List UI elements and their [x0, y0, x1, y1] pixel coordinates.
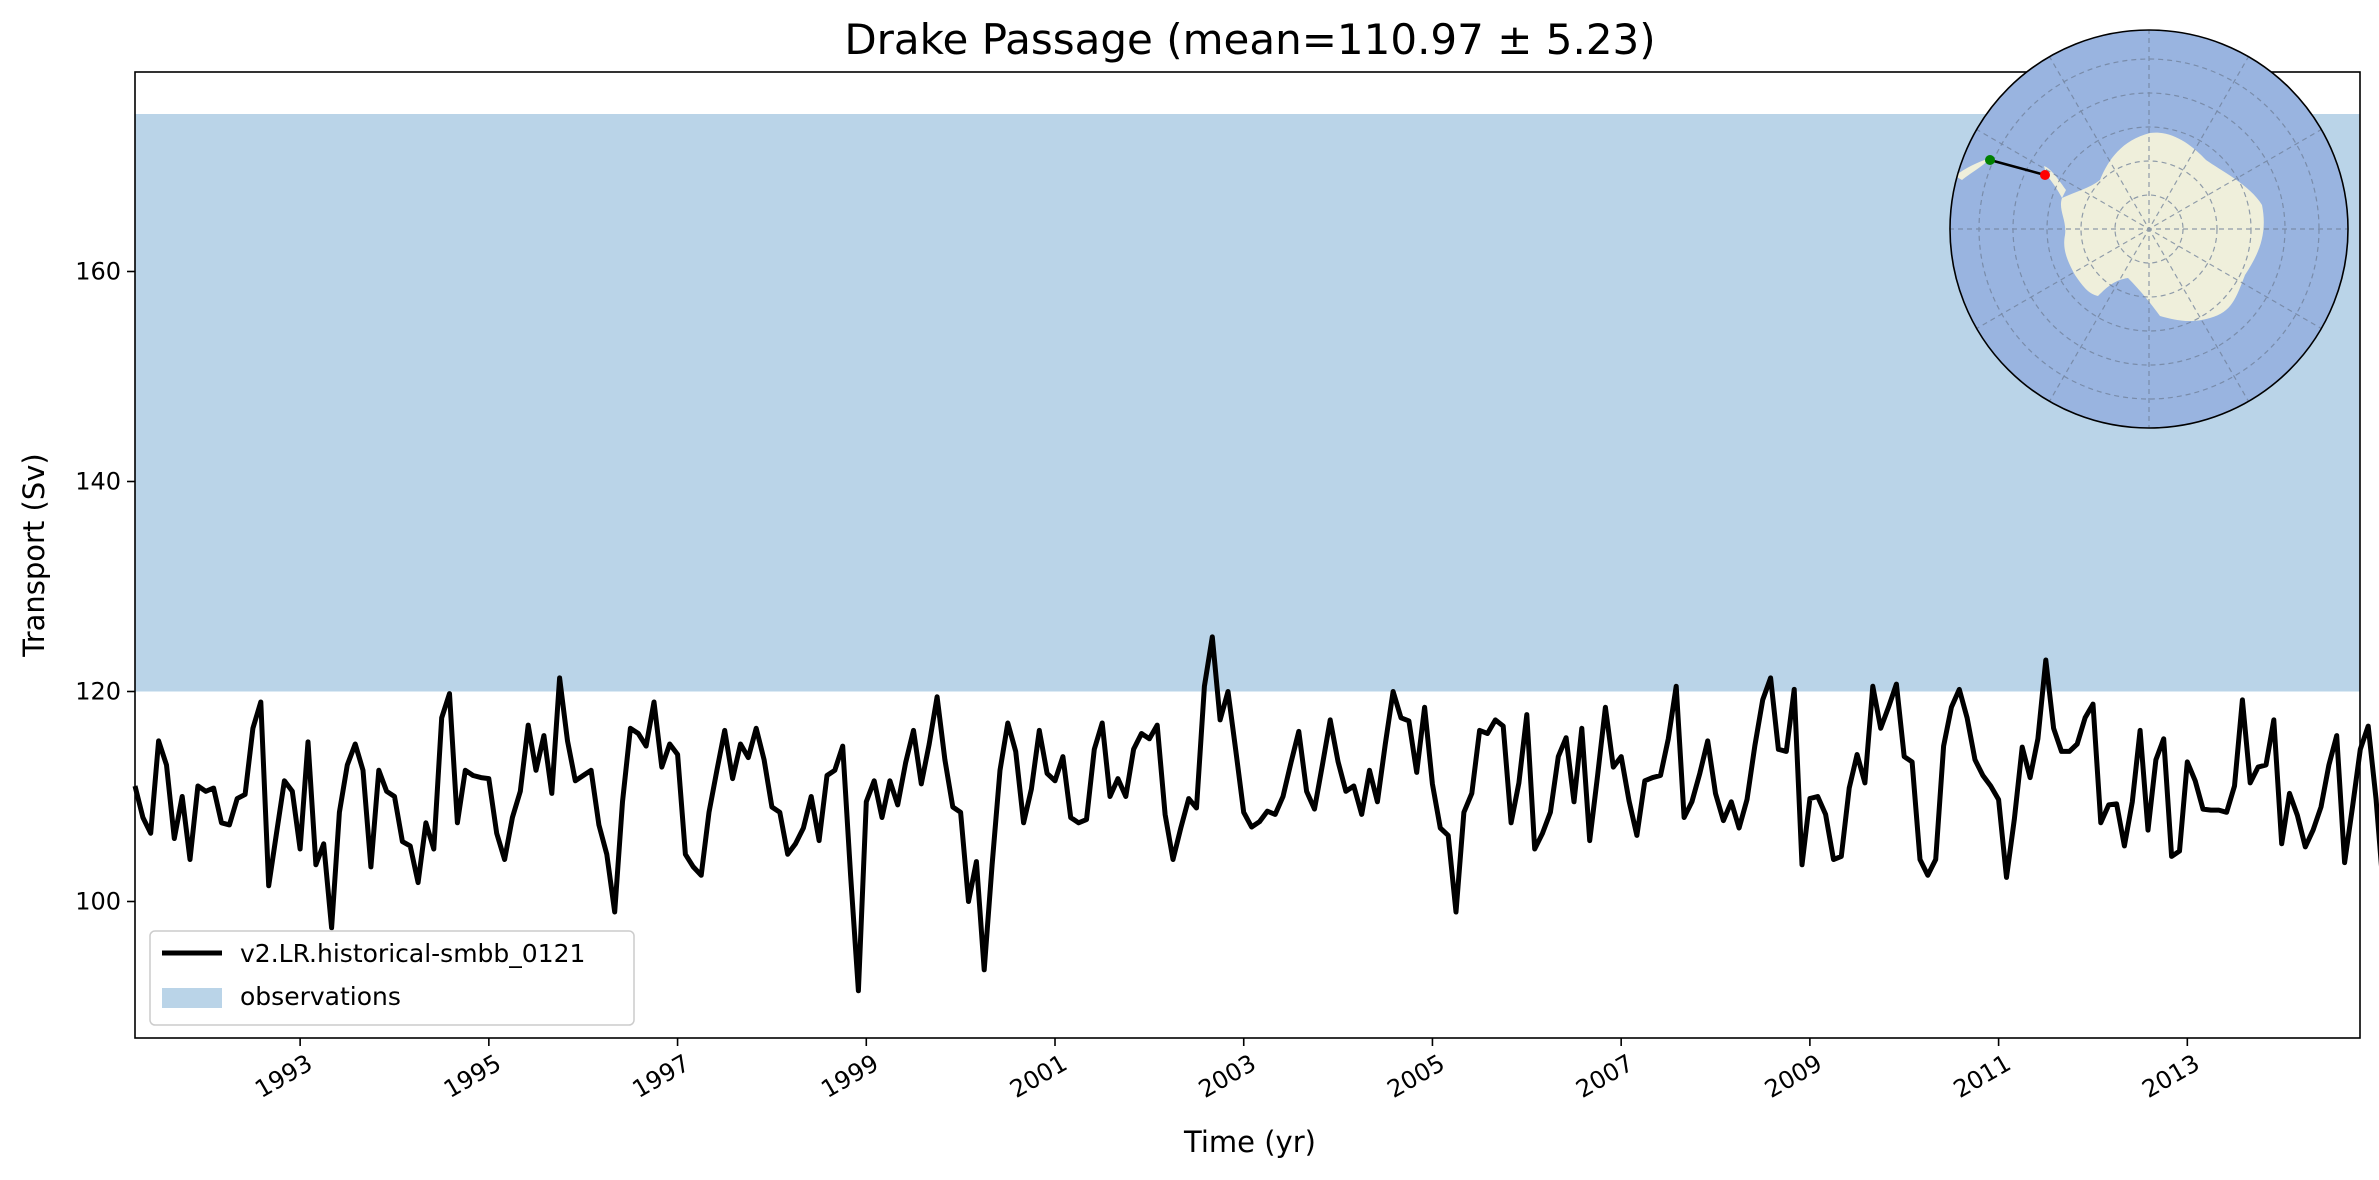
y-tick-label: 160: [75, 258, 121, 286]
graticule-parallel: [2080, 160, 2218, 298]
inset-map: [1949, 29, 2349, 429]
y-tick-label: 140: [75, 468, 121, 496]
legend: v2.LR.historical-smbb_0121 observations: [149, 930, 635, 1026]
graticule: [1950, 30, 2348, 428]
transect-line: [1989, 158, 2046, 177]
legend-observations-label: observations: [240, 982, 401, 1011]
y-axis-label: Transport (Sv): [17, 453, 51, 658]
y-tick-label: 120: [75, 678, 121, 706]
y-tick-label: 100: [75, 888, 121, 916]
graticule-meridian: [1975, 128, 2323, 330]
plot-frame: [134, 71, 2361, 1039]
series-line: [132, 634, 2379, 994]
legend-series-label: v2.LR.historical-smbb_0121: [240, 939, 585, 968]
transect-start-point: [1985, 155, 1995, 165]
legend-observations-swatch: [162, 988, 222, 1008]
transect-end-point: [2040, 170, 2050, 180]
chart-title: Drake Passage (mean=110.97 ± 5.23): [844, 15, 1655, 64]
globe-border: [1949, 29, 2349, 429]
south-america-tip: [1955, 158, 1990, 180]
x-axis-label: Time (yr): [1183, 1125, 1316, 1159]
antarctica-land: [2060, 132, 2264, 322]
y-axis: 100 120 140 160: [75, 258, 135, 916]
